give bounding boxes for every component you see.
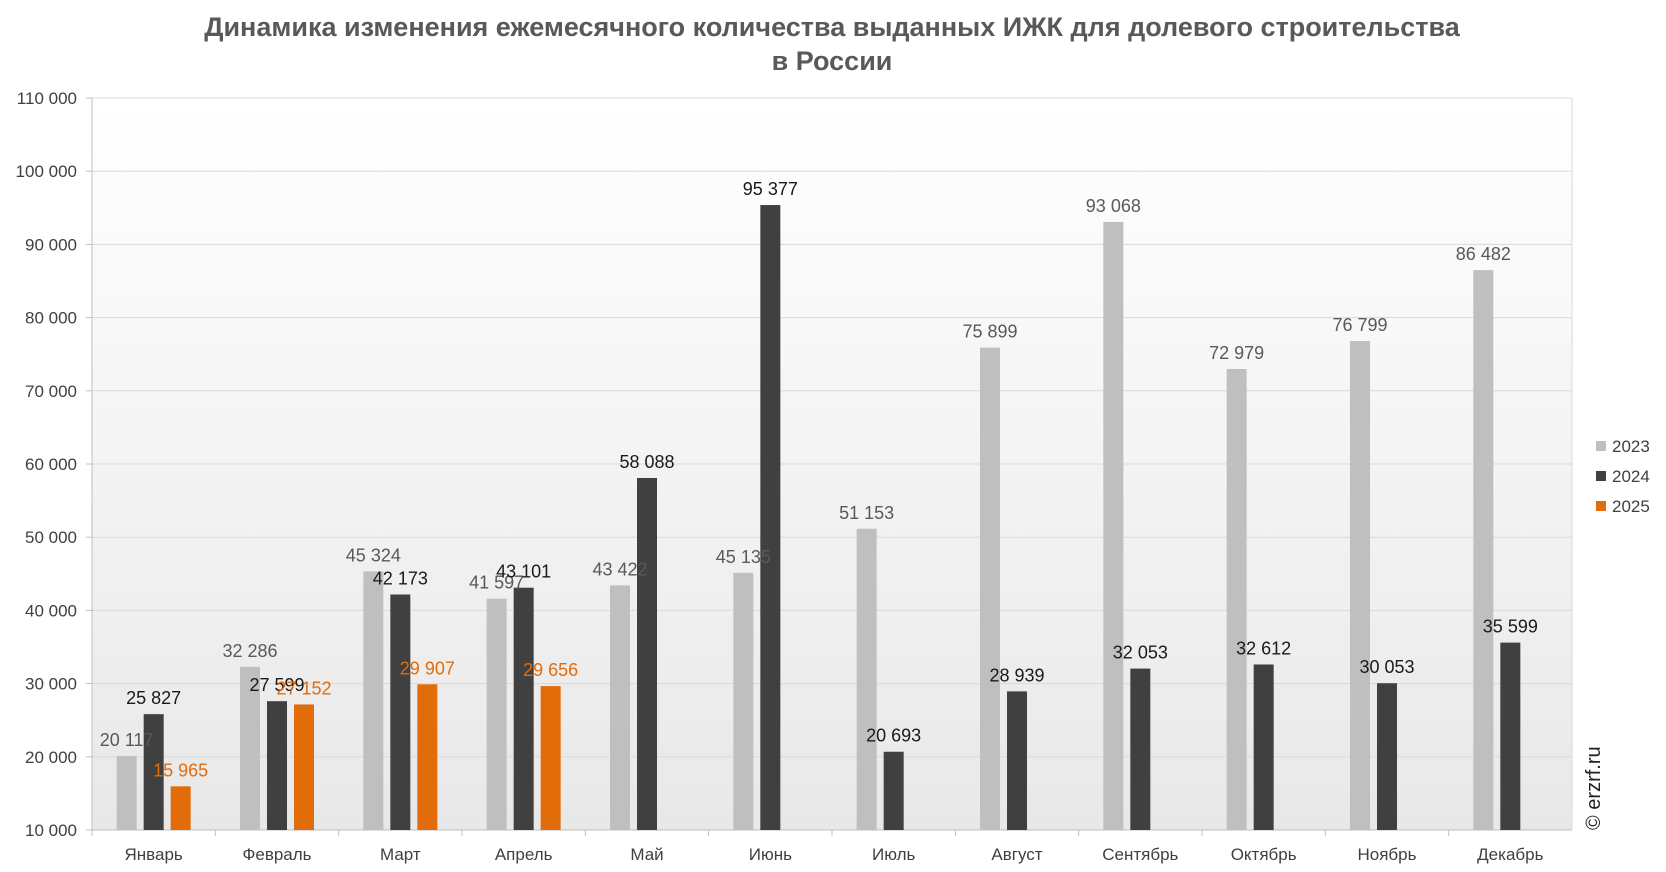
data-label-2025: 27 152 xyxy=(276,678,331,698)
bar-2024 xyxy=(1377,683,1397,830)
chart-title: Динамика изменения ежемесячного количест… xyxy=(204,12,1461,76)
bar-2023 xyxy=(1350,341,1370,830)
y-tick-label: 20 000 xyxy=(25,748,77,767)
y-tick-label: 30 000 xyxy=(25,675,77,694)
data-label-2023: 43 422 xyxy=(592,559,647,579)
data-label-2024: 20 693 xyxy=(866,726,921,746)
x-category-label: Ноябрь xyxy=(1358,845,1417,864)
data-label-2024: 27 599 xyxy=(249,675,304,695)
bar-2024 xyxy=(883,751,904,830)
y-tick-label: 70 000 xyxy=(25,382,77,401)
bar-2023 xyxy=(856,528,877,830)
data-label-2024: 30 053 xyxy=(1359,657,1414,677)
legend: 2023 2024 2025 xyxy=(1596,437,1650,516)
bar-2024 xyxy=(760,205,781,831)
data-label-2025: 29 907 xyxy=(400,658,455,678)
bar-2023 xyxy=(733,572,754,830)
data-label-2024: 95 377 xyxy=(743,179,798,199)
bar-2023 xyxy=(363,571,384,830)
legend-swatch-2023 xyxy=(1596,441,1606,451)
bar-2025 xyxy=(294,704,314,830)
data-label-2024: 35 599 xyxy=(1483,617,1538,637)
y-tick-label: 10 000 xyxy=(25,821,77,840)
x-category-label: Апрель xyxy=(495,845,553,864)
x-category-label: Март xyxy=(380,845,421,864)
bar-2023 xyxy=(116,755,137,830)
data-label-2023: 20 117 xyxy=(100,730,154,750)
data-label-2024: 28 939 xyxy=(989,665,1044,685)
y-tick-label: 110 000 xyxy=(17,89,77,108)
data-label-2024: 58 088 xyxy=(619,452,674,472)
bar-2024 xyxy=(1007,691,1027,830)
data-label-2024: 32 053 xyxy=(1113,643,1168,663)
data-labels: 20 117 32 286 45 324 41 597 43 422 45 135 51 1… xyxy=(100,179,1538,780)
bar-2024 xyxy=(1130,668,1151,830)
y-tick-label: 100 000 xyxy=(16,162,77,181)
bar-2023 xyxy=(486,598,507,830)
chart-title-line: в России xyxy=(772,46,893,76)
data-label-2023: 41 597 xyxy=(469,573,524,593)
bars xyxy=(116,205,1521,831)
data-label-2025: 29 656 xyxy=(523,660,578,680)
x-category-label: Июнь xyxy=(749,845,792,864)
bar-2025 xyxy=(170,786,191,830)
bar-2025 xyxy=(417,684,438,830)
bar-2023 xyxy=(1473,270,1494,831)
data-label-2025: 15 965 xyxy=(153,760,208,780)
x-category-label: Сентябрь xyxy=(1102,845,1178,864)
data-label-2023: 45 324 xyxy=(346,545,401,565)
bar-2023 xyxy=(240,666,260,830)
data-label-2024: 43 101 xyxy=(496,562,551,582)
x-axis: Январь Февраль Март Апрель Май Июнь Июль Август… xyxy=(91,830,1544,864)
data-label-2023: 75 899 xyxy=(962,322,1017,342)
bar-2025 xyxy=(540,686,561,830)
legend-label: 2023 xyxy=(1612,437,1650,456)
legend-swatch-2024 xyxy=(1596,471,1606,481)
data-label-2023: 32 286 xyxy=(222,641,277,661)
x-category-label: Май xyxy=(630,845,663,864)
bar-2023 xyxy=(1226,368,1247,830)
x-category-label: Август xyxy=(991,845,1042,864)
chart-title-line: Динамика изменения ежемесячного количест… xyxy=(204,12,1461,42)
legend-swatch-2025 xyxy=(1596,501,1606,511)
data-label-2023: 72 979 xyxy=(1209,343,1264,363)
y-axis: 10 000 20 000 30 000 40 000 50 000 60 000 70 0… xyxy=(16,89,1573,840)
bar-2024 xyxy=(637,477,657,830)
y-tick-label: 60 000 xyxy=(25,455,77,474)
data-label-2023: 51 153 xyxy=(839,503,894,523)
data-label-2023: 76 799 xyxy=(1332,315,1387,335)
data-label-2024: 25 827 xyxy=(126,688,181,708)
bar-2024 xyxy=(143,714,164,830)
x-category-label: Январь xyxy=(125,845,183,864)
data-label-2024: 32 612 xyxy=(1236,638,1291,658)
data-label-2023: 45 135 xyxy=(716,547,771,567)
legend-label: 2025 xyxy=(1612,497,1650,516)
bar-2024 xyxy=(1253,664,1274,830)
bar-2023 xyxy=(1103,221,1124,830)
data-label-2023: 86 482 xyxy=(1456,244,1511,264)
legend-label: 2024 xyxy=(1612,467,1650,486)
y-tick-label: 90 000 xyxy=(25,235,77,254)
bar-2024 xyxy=(267,701,287,830)
y-tick-label: 80 000 xyxy=(25,309,77,328)
bar-2024 xyxy=(390,594,411,830)
data-label-2023: 93 068 xyxy=(1086,196,1141,216)
bar-2024 xyxy=(1500,642,1521,830)
credit-text: © erzrf.ru xyxy=(1583,746,1605,830)
bar-2024 xyxy=(513,587,534,830)
gridlines xyxy=(92,97,1572,831)
bar-2023 xyxy=(980,347,1000,830)
bar-2023 xyxy=(610,585,630,830)
x-category-label: Октябрь xyxy=(1231,845,1297,864)
y-tick-label: 50 000 xyxy=(25,528,77,547)
data-label-2024: 42 173 xyxy=(373,568,428,588)
x-category-label: Февраль xyxy=(242,845,311,864)
y-tick-label: 40 000 xyxy=(25,601,77,620)
x-category-label: Июль xyxy=(872,845,916,864)
x-category-label: Декабрь xyxy=(1477,845,1543,864)
